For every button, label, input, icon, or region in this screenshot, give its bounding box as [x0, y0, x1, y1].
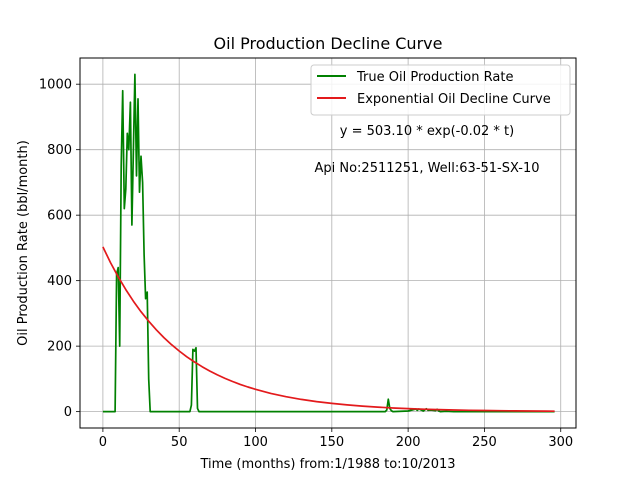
x-tick-label: 300: [548, 435, 573, 450]
exponential-decline-line: [102, 246, 555, 413]
y-tick-label: 0: [64, 405, 72, 420]
x-tick-label: 250: [472, 435, 497, 450]
x-tick-label: 0: [99, 435, 107, 450]
y-axis-label: Oil Production Rate (bbl/month): [16, 140, 31, 346]
y-tick-label: 800: [47, 143, 72, 158]
legend-box: [310, 64, 571, 116]
well-annotation: Api No:2511251, Well:63-51-SX-10: [314, 161, 539, 176]
legend-label-exponential: Exponential Oil Decline Curve: [357, 92, 551, 107]
x-axis-label: Time (months) from:1/1988 to:10/2013: [199, 457, 455, 472]
legend: True Oil Production Rate Exponential Oil…: [310, 64, 571, 116]
y-axis-ticks: 0 200 400 600 800 1000: [39, 78, 80, 420]
equation-annotation: y = 503.10 * exp(-0.02 * t): [340, 124, 514, 139]
x-axis-ticks: 0 50 100 150 200 250 300: [99, 428, 573, 450]
legend-label-true: True Oil Production Rate: [356, 70, 513, 85]
y-tick-label: 200: [47, 340, 72, 355]
y-tick-label: 1000: [39, 78, 72, 93]
plot-frame: [79, 57, 577, 429]
chart-title: Oil Production Decline Curve: [214, 34, 443, 53]
x-tick-label: 100: [243, 435, 268, 450]
x-tick-label: 150: [319, 435, 344, 450]
y-tick-label: 600: [47, 209, 72, 224]
x-tick-label: 50: [171, 435, 188, 450]
y-tick-label: 400: [47, 274, 72, 289]
plot-series: [102, 73, 555, 413]
x-tick-label: 200: [396, 435, 421, 450]
